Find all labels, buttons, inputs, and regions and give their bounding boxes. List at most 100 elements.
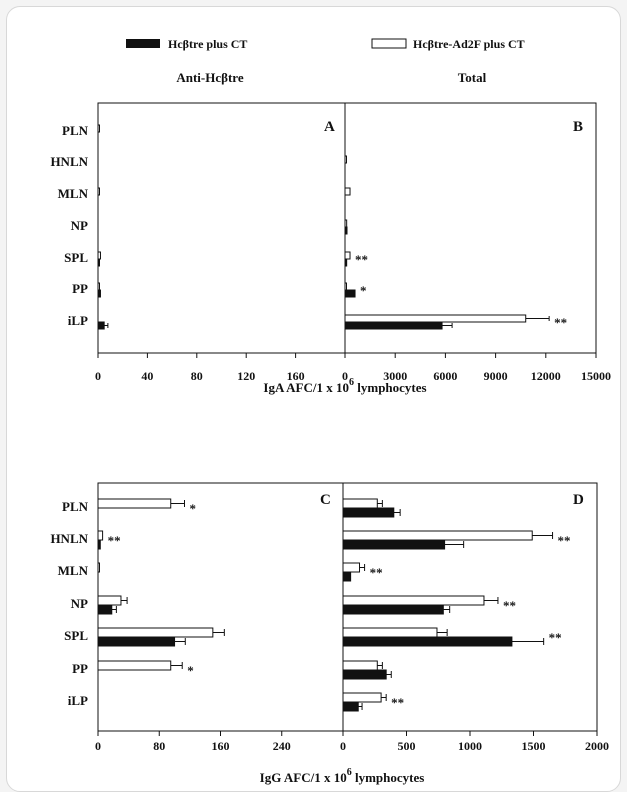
category-labels-top: PLN HNLN MLN NP SPL PP iLP xyxy=(50,123,88,328)
category-label: MLN xyxy=(58,563,89,578)
bar-series2 xyxy=(97,595,122,606)
x-tick-label: 500 xyxy=(398,739,416,753)
bar-series1 xyxy=(344,321,443,330)
legend-swatch-series1 xyxy=(126,39,160,48)
bar-series1 xyxy=(342,539,446,550)
bar-series2 xyxy=(344,314,527,323)
bar-series1 xyxy=(342,571,352,582)
bar-series2 xyxy=(97,124,100,133)
bar-series2 xyxy=(97,627,214,638)
x-axis-title-bottom: IgG AFC/1 x 106 lymphocytes xyxy=(260,767,425,785)
panel-d-letter: D xyxy=(573,492,584,508)
category-label: NP xyxy=(71,596,88,611)
bar-series1 xyxy=(97,289,101,298)
x-tick-label: 1000 xyxy=(458,739,482,753)
x-tick-label: 6000 xyxy=(433,369,457,383)
significance-label: * xyxy=(360,283,367,298)
category-label: PLN xyxy=(62,123,89,138)
bar-series2 xyxy=(97,498,172,509)
category-label: SPL xyxy=(64,628,88,643)
bar-series1 xyxy=(97,258,100,267)
category-label: PP xyxy=(72,281,88,296)
panel-a-letter: A xyxy=(324,119,335,135)
bar-series2 xyxy=(344,187,351,196)
header-right: Total xyxy=(458,70,487,85)
significance-label: ** xyxy=(108,533,121,548)
x-tick-label: 9000 xyxy=(484,369,508,383)
bar-series1 xyxy=(342,669,387,680)
x-tick-label: 80 xyxy=(191,369,203,383)
bar-series2 xyxy=(97,187,100,196)
x-tick-label: 12000 xyxy=(531,369,561,383)
category-label: PP xyxy=(72,661,88,676)
significance-label: ** xyxy=(391,695,404,710)
legend-label-series1: Hcβtre plus CT xyxy=(168,37,247,51)
category-label: SPL xyxy=(64,250,88,265)
panel-c-frame xyxy=(97,482,344,732)
significance-label: ** xyxy=(558,533,571,548)
x-tick-label: 160 xyxy=(287,369,305,383)
bar-series2 xyxy=(344,251,351,260)
significance-label: * xyxy=(187,663,194,678)
bar-series1 xyxy=(97,321,105,330)
x-tick-label: 160 xyxy=(212,739,230,753)
bar-series1 xyxy=(344,226,348,235)
category-label: PLN xyxy=(62,499,89,514)
bar-series2 xyxy=(342,595,485,606)
category-labels-bottom: PLN HNLN MLN NP SPL PP iLP xyxy=(50,499,88,708)
category-label: HNLN xyxy=(50,154,88,169)
category-label: MLN xyxy=(58,186,89,201)
bar-series1 xyxy=(97,636,176,647)
significance-label: ** xyxy=(355,252,368,267)
bar-series2 xyxy=(342,530,533,541)
significance-label: ** xyxy=(503,598,516,613)
x-axis-title-top-tail: lymphocytes xyxy=(354,380,427,395)
bar-series2 xyxy=(97,251,101,260)
bar-series2 xyxy=(97,282,100,291)
category-label: HNLN xyxy=(50,531,88,546)
panel-a-frame xyxy=(97,102,346,354)
bar-series2 xyxy=(342,562,361,573)
significance-label: * xyxy=(190,501,197,516)
x-tick-label: 1500 xyxy=(522,739,546,753)
x-axis-title-bottom-main: IgG AFC/1 x 10 xyxy=(260,770,347,785)
bar-series1 xyxy=(342,701,359,712)
header-left: Anti-Hcβtre xyxy=(176,70,243,85)
bar-series1 xyxy=(344,289,356,298)
bar-series2 xyxy=(344,282,347,291)
x-tick-label: 40 xyxy=(141,369,153,383)
x-tick-label: 15000 xyxy=(581,369,611,383)
x-tick-label: 0 xyxy=(95,739,101,753)
bar-series1 xyxy=(342,636,513,647)
bar-series1 xyxy=(97,539,101,550)
x-tick-label: 0 xyxy=(342,369,348,383)
x-tick-label: 240 xyxy=(273,739,291,753)
legend-swatch-series2 xyxy=(371,38,407,49)
x-axis-title-top: IgA AFC/1 x 106 lymphocytes xyxy=(263,377,426,395)
bar-series1 xyxy=(97,604,113,615)
x-tick-label: 0 xyxy=(95,369,101,383)
x-axis-title-top-sup: 6 xyxy=(349,377,354,388)
bar-series2 xyxy=(342,627,438,638)
x-axis-title-bottom-tail: lymphocytes xyxy=(352,770,425,785)
category-label: iLP xyxy=(68,313,88,328)
bar-series1 xyxy=(342,604,444,615)
bar-series2 xyxy=(342,660,378,671)
bar-series2 xyxy=(97,530,104,541)
category-label: iLP xyxy=(68,693,88,708)
x-tick-label: 2000 xyxy=(585,739,609,753)
x-tick-label: 120 xyxy=(237,369,255,383)
bar-series2 xyxy=(342,498,378,509)
chart-marks: 0 40 80 120 160 0 3000 6000 9000 12000 15000*****0… xyxy=(95,124,611,753)
panel-c-letter: C xyxy=(320,492,331,508)
bar-series2 xyxy=(344,219,348,228)
x-tick-label: 80 xyxy=(153,739,165,753)
x-axis-title-top-main: IgA AFC/1 x 10 xyxy=(263,380,349,395)
bar-series2 xyxy=(97,562,100,573)
significance-label: ** xyxy=(370,565,383,580)
significance-label: ** xyxy=(554,315,567,330)
x-tick-label: 0 xyxy=(340,739,346,753)
bar-series2 xyxy=(344,155,347,164)
category-label: NP xyxy=(71,218,88,233)
